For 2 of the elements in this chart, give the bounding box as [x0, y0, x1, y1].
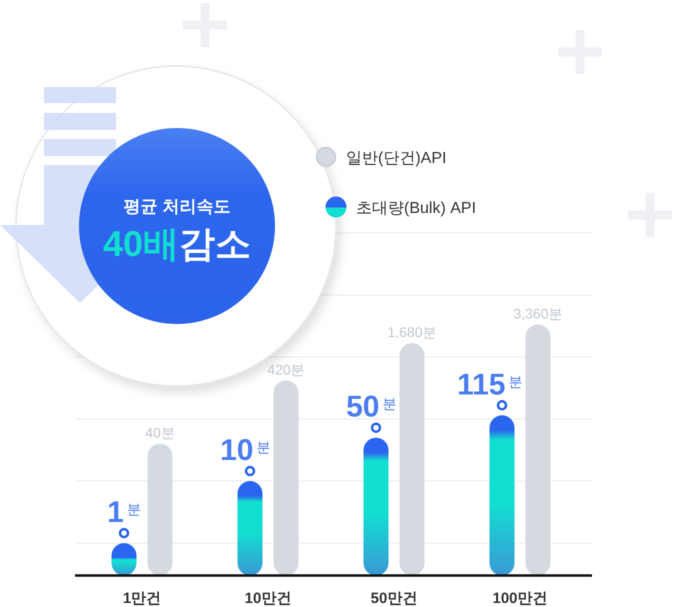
subtitle: 40배감소 — [102, 223, 252, 264]
title: 평균 처리속도 — [124, 197, 230, 216]
